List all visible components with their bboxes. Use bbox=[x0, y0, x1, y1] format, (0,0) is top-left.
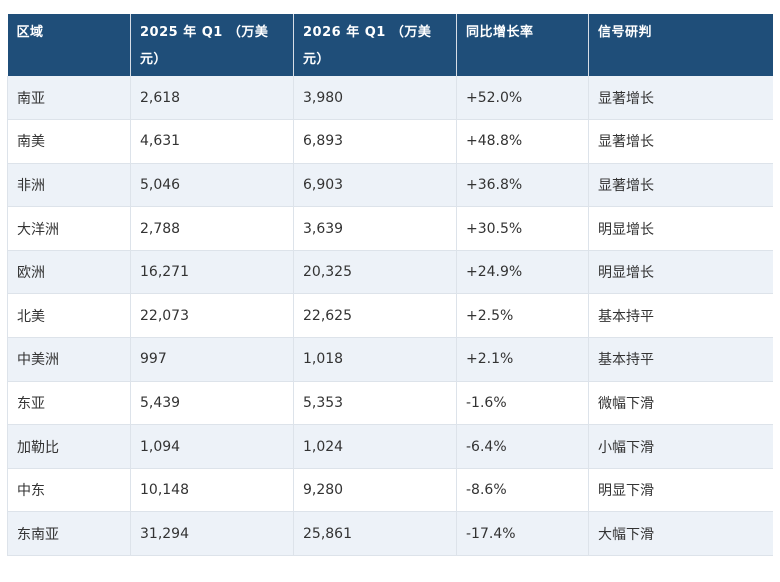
table-row: 大洋洲 2,788 3,639 +30.5% 明显增长 bbox=[7, 206, 773, 251]
cell-q1-2025: 997 bbox=[130, 337, 294, 382]
header-region-label: 区域 bbox=[16, 25, 44, 40]
cell-signal: 显著增长 bbox=[588, 163, 773, 208]
header-yoy-growth-label: 同比增长率 bbox=[466, 25, 534, 40]
header-2025-q1: 2025 年 Q1 （万美元） bbox=[130, 14, 294, 76]
table-row: 南亚 2,618 3,980 +52.0% 显著增长 bbox=[7, 76, 773, 121]
cell-q1-2026: 3,639 bbox=[293, 206, 457, 251]
cell-signal: 明显下滑 bbox=[588, 468, 773, 513]
cell-region: 南亚 bbox=[7, 76, 131, 121]
table-row: 中美洲 997 1,018 +2.1% 基本持平 bbox=[7, 337, 773, 382]
header-signal: 信号研判 bbox=[588, 14, 773, 76]
cell-signal: 显著增长 bbox=[588, 76, 773, 121]
header-signal-label: 信号研判 bbox=[598, 25, 653, 40]
cell-q1-2026: 20,325 bbox=[293, 250, 457, 295]
table-header: 区域 2025 年 Q1 （万美元） 2026 年 Q1 （万美元） 同比增长率… bbox=[7, 14, 773, 76]
cell-q1-2025: 4,631 bbox=[130, 119, 294, 164]
header-2026-q1: 2026 年 Q1 （万美元） bbox=[293, 14, 457, 76]
cell-q1-2025: 16,271 bbox=[130, 250, 294, 295]
cell-q1-2026: 1,018 bbox=[293, 337, 457, 382]
cell-q1-2025: 1,094 bbox=[130, 424, 294, 469]
cell-signal: 显著增长 bbox=[588, 119, 773, 164]
cell-yoy-growth: -6.4% bbox=[456, 424, 589, 469]
cell-q1-2026: 22,625 bbox=[293, 293, 457, 339]
cell-q1-2026: 6,903 bbox=[293, 163, 457, 208]
table-row: 北美 22,073 22,625 +2.5% 基本持平 bbox=[7, 293, 773, 339]
cell-q1-2025: 2,788 bbox=[130, 206, 294, 251]
cell-q1-2025: 5,439 bbox=[130, 381, 294, 426]
table-row: 中东 10,148 9,280 -8.6% 明显下滑 bbox=[7, 468, 773, 513]
cell-yoy-growth: +36.8% bbox=[456, 163, 589, 208]
header-2026-q1-label: 2026 年 Q1 （万美元） bbox=[303, 25, 432, 67]
cell-yoy-growth: +48.8% bbox=[456, 119, 589, 164]
cell-signal: 微幅下滑 bbox=[588, 381, 773, 426]
table-row: 非洲 5,046 6,903 +36.8% 显著增长 bbox=[7, 163, 773, 208]
cell-region: 非洲 bbox=[7, 163, 131, 208]
table-body: 南亚 2,618 3,980 +52.0% 显著增长 南美 4,631 6,893 +48.8%… bbox=[7, 76, 773, 557]
header-region: 区域 bbox=[7, 14, 131, 76]
cell-q1-2026: 3,980 bbox=[293, 76, 457, 121]
cell-yoy-growth: +2.1% bbox=[456, 337, 589, 382]
cell-signal: 明显增长 bbox=[588, 250, 773, 295]
cell-yoy-growth: -1.6% bbox=[456, 381, 589, 426]
cell-region: 南美 bbox=[7, 119, 131, 164]
table-row: 南美 4,631 6,893 +48.8% 显著增长 bbox=[7, 119, 773, 164]
cell-region: 北美 bbox=[7, 293, 131, 339]
data-table-container: 区域 2025 年 Q1 （万美元） 2026 年 Q1 （万美元） 同比增长率… bbox=[7, 14, 773, 557]
cell-yoy-growth: -17.4% bbox=[456, 511, 589, 557]
table-row: 东亚 5,439 5,353 -1.6% 微幅下滑 bbox=[7, 381, 773, 426]
regional-growth-table: 区域 2025 年 Q1 （万美元） 2026 年 Q1 （万美元） 同比增长率… bbox=[7, 14, 773, 557]
cell-q1-2026: 25,861 bbox=[293, 511, 457, 557]
header-row: 区域 2025 年 Q1 （万美元） 2026 年 Q1 （万美元） 同比增长率… bbox=[7, 14, 773, 76]
cell-q1-2026: 5,353 bbox=[293, 381, 457, 426]
header-2025-q1-label: 2025 年 Q1 （万美元） bbox=[140, 25, 269, 67]
cell-yoy-growth: +24.9% bbox=[456, 250, 589, 295]
cell-q1-2025: 22,073 bbox=[130, 293, 294, 339]
cell-signal: 明显增长 bbox=[588, 206, 773, 251]
table-row: 东南亚 31,294 25,861 -17.4% 大幅下滑 bbox=[7, 511, 773, 557]
cell-q1-2026: 9,280 bbox=[293, 468, 457, 513]
cell-q1-2026: 1,024 bbox=[293, 424, 457, 469]
cell-region: 中东 bbox=[7, 468, 131, 513]
cell-q1-2025: 5,046 bbox=[130, 163, 294, 208]
cell-signal: 小幅下滑 bbox=[588, 424, 773, 469]
cell-yoy-growth: -8.6% bbox=[456, 468, 589, 513]
table-row: 加勒比 1,094 1,024 -6.4% 小幅下滑 bbox=[7, 424, 773, 469]
cell-region: 加勒比 bbox=[7, 424, 131, 469]
cell-yoy-growth: +52.0% bbox=[456, 76, 589, 121]
cell-region: 东亚 bbox=[7, 381, 131, 426]
cell-region: 东南亚 bbox=[7, 511, 131, 557]
cell-yoy-growth: +2.5% bbox=[456, 293, 589, 339]
cell-q1-2026: 6,893 bbox=[293, 119, 457, 164]
cell-signal: 基本持平 bbox=[588, 293, 773, 339]
cell-signal: 大幅下滑 bbox=[588, 511, 773, 557]
cell-region: 欧洲 bbox=[7, 250, 131, 295]
cell-region: 中美洲 bbox=[7, 337, 131, 382]
cell-region: 大洋洲 bbox=[7, 206, 131, 251]
cell-q1-2025: 10,148 bbox=[130, 468, 294, 513]
table-row: 欧洲 16,271 20,325 +24.9% 明显增长 bbox=[7, 250, 773, 295]
header-yoy-growth: 同比增长率 bbox=[456, 14, 589, 76]
cell-yoy-growth: +30.5% bbox=[456, 206, 589, 251]
cell-q1-2025: 2,618 bbox=[130, 76, 294, 121]
cell-q1-2025: 31,294 bbox=[130, 511, 294, 557]
cell-signal: 基本持平 bbox=[588, 337, 773, 382]
